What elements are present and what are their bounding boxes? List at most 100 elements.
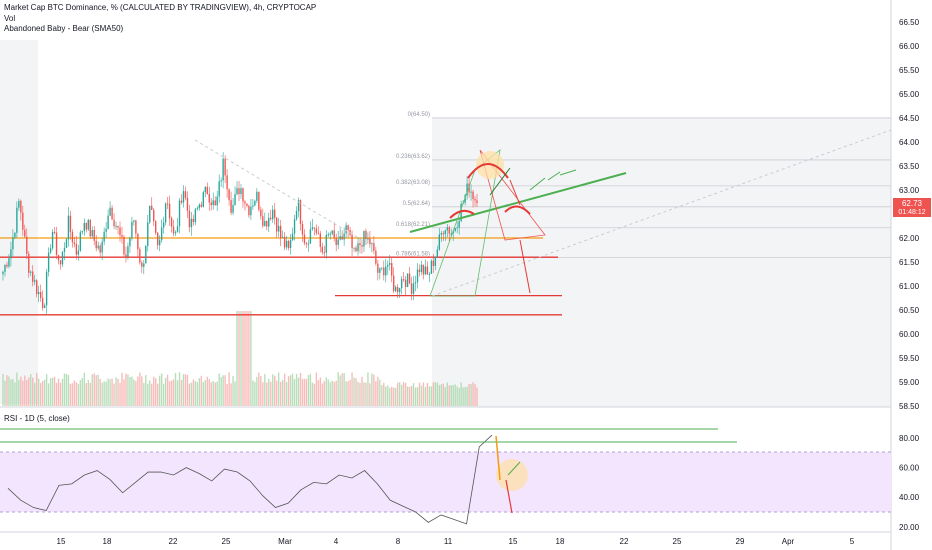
volume-bar — [57, 378, 60, 406]
time-tick: Mar — [278, 537, 292, 546]
volume-bar — [254, 381, 256, 406]
arc-red — [467, 163, 509, 179]
candle-body — [442, 233, 444, 235]
candle-body — [319, 233, 322, 247]
candle-body — [2, 271, 4, 275]
candle-body — [39, 292, 42, 298]
candle-body — [400, 279, 403, 289]
volume-bar — [168, 381, 171, 406]
candle-body — [242, 188, 244, 202]
candle-body — [97, 245, 99, 249]
candle-body — [43, 305, 46, 308]
candle-body — [434, 257, 437, 266]
volume-bar — [28, 377, 30, 406]
candle-body — [57, 254, 60, 261]
volume-bar — [6, 375, 8, 406]
volume-bar — [85, 383, 87, 406]
price-tick: 60.00 — [899, 330, 920, 339]
volume-bar — [105, 381, 107, 406]
volume-bar — [220, 377, 222, 406]
candle-body — [276, 217, 278, 232]
volume-bar — [244, 311, 246, 406]
candle-body — [395, 287, 397, 292]
candle-body — [244, 201, 246, 204]
arrow — [559, 169, 577, 176]
volume-bar — [153, 376, 155, 406]
candle-body — [268, 217, 270, 227]
volume-bar — [174, 372, 177, 406]
candle-body — [377, 263, 379, 273]
candle-body — [141, 262, 143, 267]
volume-bar — [20, 376, 22, 406]
volume-bar — [180, 379, 183, 406]
fib-label: 0.5(62.64) — [403, 201, 430, 207]
candle-body — [170, 218, 173, 227]
candle-body — [295, 211, 298, 220]
volume-bar — [131, 376, 133, 406]
volume-bar — [230, 383, 232, 406]
candle-body — [323, 252, 325, 254]
candle-body — [339, 236, 341, 240]
candle-body — [287, 240, 290, 248]
volume-bar — [34, 382, 36, 406]
volume-bar — [422, 382, 425, 406]
volume-bar — [178, 372, 181, 406]
candle-body — [283, 237, 286, 248]
volume-bar — [347, 381, 349, 406]
volume-bar — [208, 379, 210, 406]
volume-bar — [276, 380, 278, 406]
volume-bar — [157, 383, 159, 406]
candle-body — [113, 219, 115, 227]
candle-body — [301, 223, 304, 235]
price-tick: 59.00 — [899, 378, 920, 387]
candle-body — [135, 220, 137, 234]
volume-bar — [325, 377, 327, 406]
volume-bar — [371, 373, 373, 406]
chart-title: Market Cap BTC Dominance, % (CALCULATED … — [4, 3, 317, 12]
time-tick: 18 — [103, 537, 112, 546]
volume-bar — [303, 378, 306, 406]
volume-bar — [396, 382, 399, 406]
candle-body — [333, 230, 335, 238]
candle-body — [61, 251, 64, 265]
candle-body — [260, 209, 262, 217]
candle-body — [49, 248, 52, 253]
volume-bar — [133, 379, 135, 406]
time-axis[interactable]: 15 18 22 25 Mar 4 8 11 15 18 22 25 29 Apr 5 — [57, 537, 855, 546]
candle-body — [226, 175, 228, 190]
candle-body — [202, 192, 204, 207]
volume-bar — [297, 377, 300, 406]
volume-bar — [309, 374, 312, 406]
candle-body — [436, 249, 439, 258]
volume-bar — [315, 372, 318, 406]
volume-bar — [250, 311, 252, 406]
pattern-label: Abandoned Baby - Bear (SMA50) — [4, 24, 124, 33]
volume-bar — [262, 382, 264, 406]
candle-body — [180, 200, 183, 203]
candle-body — [182, 191, 185, 203]
candle-body — [285, 240, 288, 248]
candle-body — [343, 233, 345, 240]
volume-bar — [389, 387, 391, 406]
volume-bar — [160, 373, 163, 406]
history-shade — [0, 40, 38, 404]
volume-bar — [430, 386, 433, 406]
candle-body — [367, 238, 369, 240]
candle-body — [291, 233, 294, 241]
volume-bar — [39, 382, 42, 406]
volume-bar — [468, 383, 470, 406]
candle-body — [353, 247, 355, 249]
candle-body — [99, 245, 101, 253]
volume-bar — [10, 379, 12, 406]
volume-bar — [69, 383, 72, 406]
volume-bar — [91, 374, 93, 406]
volume-bar — [89, 382, 91, 406]
bar-countdown: 01:48:12 — [898, 209, 925, 216]
volume-bar — [186, 375, 189, 406]
volume-bar — [51, 377, 54, 406]
volume-bar — [418, 382, 421, 406]
volume-bar — [301, 378, 304, 406]
candle-body — [65, 239, 68, 248]
candle-body — [408, 273, 411, 284]
